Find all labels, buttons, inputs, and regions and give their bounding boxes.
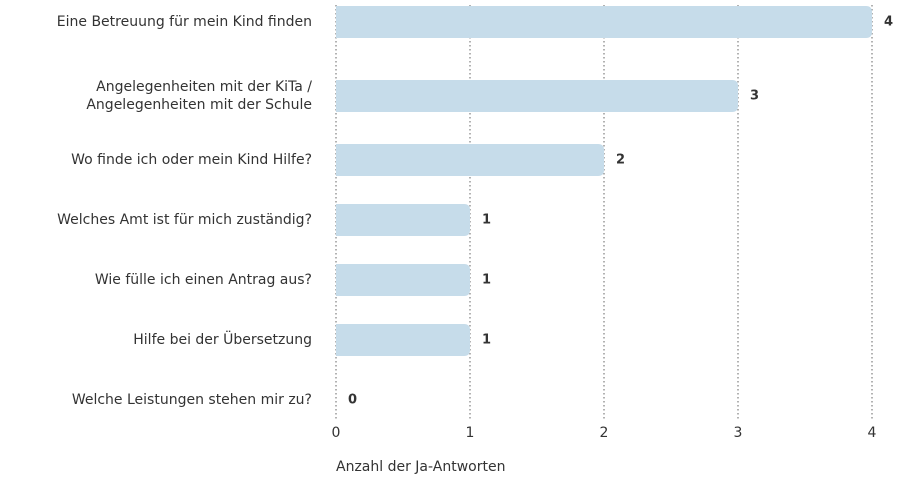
y-tick-label: Wo finde ich oder mein Kind Hilfe? — [71, 152, 312, 168]
bar — [336, 80, 738, 112]
bar — [336, 204, 470, 236]
x-tick-label: 2 — [600, 425, 609, 441]
y-tick-label: Welche Leistungen stehen mir zu? — [72, 392, 312, 408]
y-tick-label: Wie fülle ich einen Antrag aus? — [95, 272, 312, 288]
value-label: 1 — [482, 213, 491, 228]
value-label: 1 — [482, 273, 491, 288]
x-tick-label: 1 — [466, 425, 475, 441]
x-axis-label: Anzahl der Ja-Antworten — [336, 459, 505, 475]
value-label: 4 — [884, 15, 893, 30]
y-tick-label: Welches Amt ist für mich zuständig? — [57, 212, 312, 228]
bar — [336, 6, 872, 38]
x-tick-label: 3 — [734, 425, 743, 441]
value-label: 2 — [616, 153, 625, 168]
y-tick-label: Hilfe bei der Übersetzung — [133, 330, 312, 348]
value-label: 3 — [750, 89, 759, 104]
x-tick-label: 0 — [332, 425, 341, 441]
value-label: 0 — [348, 393, 357, 408]
y-tick-label: Angelegenheiten mit der KiTa / Angelegenh… — [86, 79, 312, 113]
x-tick-label: 4 — [868, 425, 877, 441]
bar — [336, 324, 470, 356]
bar — [336, 264, 470, 296]
bar — [336, 144, 604, 176]
y-tick-label: Eine Betreuung für mein Kind finden — [57, 14, 312, 30]
value-label: 1 — [482, 333, 491, 348]
